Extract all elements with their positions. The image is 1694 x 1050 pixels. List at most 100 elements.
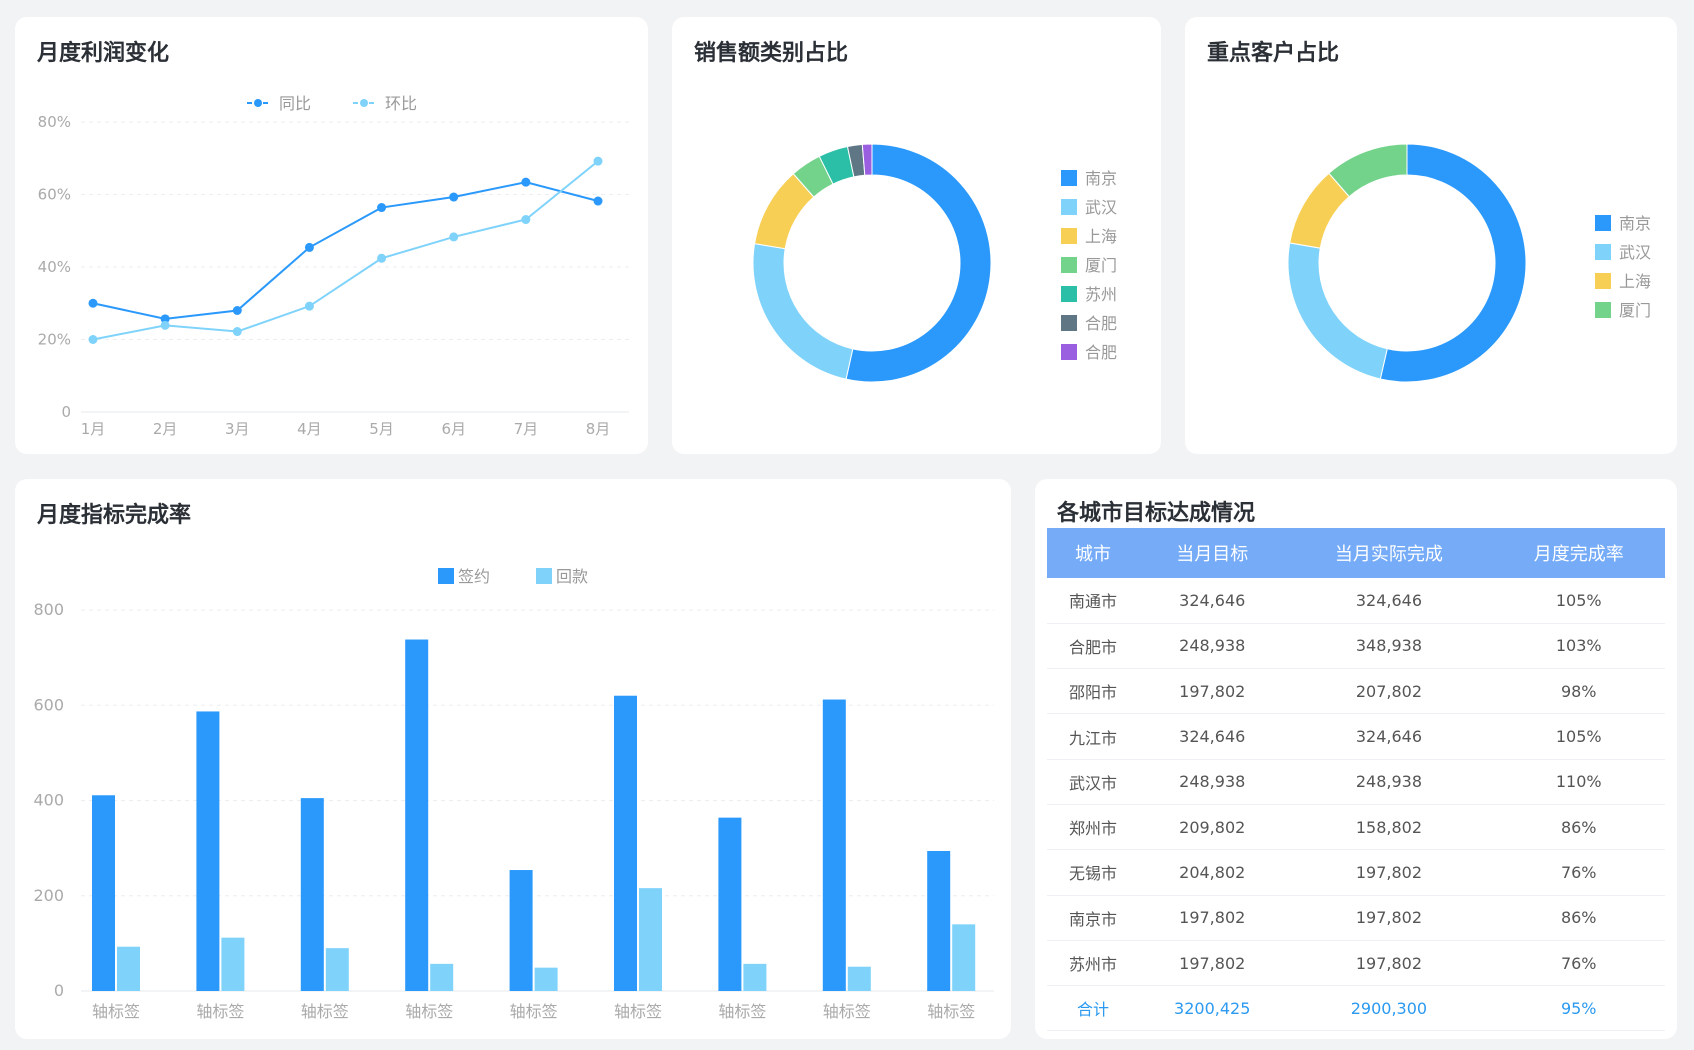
cell-actual: 158,802 [1285,804,1493,851]
cell-actual: 324,646 [1285,713,1493,760]
bar-签约 [509,870,533,991]
data-point [160,314,170,324]
cell-target: 197,802 [1139,668,1286,715]
legend-label: 上海 [1085,227,1117,246]
customer-donut-card: 重点客户占比 南京 武汉 上海 厦门 [1185,17,1677,454]
legend-label: 苏州 [1085,285,1117,304]
y-tick-label: 400 [33,791,64,810]
bar-回款 [221,937,245,991]
cell-rate: 86% [1492,895,1665,941]
x-tick-label: 轴标签 [405,1002,453,1021]
data-point [521,177,531,187]
bar-回款 [847,966,871,991]
bar-签约 [405,639,429,991]
y-tick-label: 40% [38,258,71,276]
bar-chart-card: 月度指标完成率 0 200 400 600 800 轴标签 轴标签 轴标签 轴标签 轴标签 轴标签 轴… [15,479,1011,1039]
data-point [449,232,459,242]
header-rate[interactable]: 月度完成率 [1492,528,1665,578]
table-row[interactable]: 南京市 197,802 197,802 86% [1047,895,1665,941]
data-point [232,306,242,315]
legend-label: 回款 [556,567,588,586]
data-point [88,335,98,344]
data-point [304,301,314,311]
legend-marker [254,99,262,107]
cell-city: 苏州市 [1047,940,1140,987]
x-tick-label: 轴标签 [196,1002,244,1021]
cell-rate: 105% [1492,713,1665,760]
table-row[interactable]: 合肥市 248,938 348,938 103% [1047,623,1665,670]
legend-swatch [1595,215,1611,231]
table-row[interactable]: 九江市 324,646 324,646 105% [1047,713,1665,760]
table-row[interactable]: 苏州市 197,802 197,802 76% [1047,940,1665,987]
cell-actual: 248,938 [1285,759,1493,805]
total-cell: 3200,425 [1139,985,1286,1032]
cell-target: 324,646 [1139,713,1286,760]
line-chart: 0 20% 40% 60% 80% 1月 2月 3月 4月 5月 6月 7月 8月 同比 环比 [38,94,629,438]
legend-label: 签约 [458,567,490,586]
x-tick-label: 轴标签 [92,1002,140,1021]
data-point [449,192,459,202]
cell-city: 九江市 [1047,713,1140,760]
bar-回款 [325,948,349,991]
data-point [593,196,603,206]
legend-swatch [1061,286,1077,302]
legend-swatch [1061,199,1077,215]
cell-rate: 105% [1492,578,1665,624]
cell-target: 209,802 [1139,804,1286,851]
x-tick-label: 1月 [81,420,106,438]
bar-签约 [614,695,637,991]
cell-target: 197,802 [1139,940,1286,987]
x-tick-label: 轴标签 [927,1002,975,1021]
cell-city: 无锡市 [1047,849,1140,896]
legend-label: 南京 [1085,169,1117,188]
table-row[interactable]: 郑州市 209,802 158,802 86% [1047,804,1665,851]
table-header-row: 城市 当月目标 当月实际完成 月度完成率 [1047,528,1665,578]
cell-rate: 103% [1492,623,1665,670]
bar-回款 [639,888,662,991]
data-point [377,253,387,263]
legend-label: 南京 [1619,214,1651,233]
card-title: 月度指标完成率 [37,503,192,528]
bar-回款 [743,963,767,991]
donut-slice-南京 [1379,143,1527,383]
bar-签约 [196,711,220,991]
y-tick-label: 20% [38,331,71,349]
bar-chart: 0 200 400 600 800 轴标签 轴标签 轴标签 轴标签 轴标签 轴标签 轴标签 轴标签 轴标签… [33,567,994,1021]
bar-回款 [534,967,558,991]
legend-label: 武汉 [1619,243,1651,262]
legend-label: 厦门 [1085,256,1117,275]
donut-slice-武汉 [752,243,854,380]
y-tick-label: 0 [61,403,71,421]
city-target-table: 城市 当月目标 当月实际完成 月度完成率 南通市 324,646 324,646 10… [1047,528,1665,1032]
bar-回款 [952,924,976,991]
header-city[interactable]: 城市 [1047,528,1140,578]
header-target[interactable]: 当月目标 [1139,528,1286,578]
legend-label: 厦门 [1619,301,1651,320]
data-point [232,327,242,337]
cell-actual: 197,802 [1285,895,1493,941]
line-chart-card: 月度利润变化 0 20% 40% 60% 80% 1月 2月 3月 4月 5月 6月 7月 8月 同比 环比 [15,17,648,454]
bar-回款 [430,963,454,991]
legend-swatch [1061,315,1077,331]
cell-actual: 348,938 [1285,623,1493,670]
x-tick-label: 轴标签 [614,1002,662,1021]
table-row[interactable]: 无锡市 204,802 197,802 76% [1047,849,1665,896]
legend-swatch [1595,273,1611,289]
cell-target: 204,802 [1139,849,1286,896]
donut-slice-武汉 [1287,242,1388,380]
header-actual[interactable]: 当月实际完成 [1285,528,1493,578]
table-row[interactable]: 南通市 324,646 324,646 105% [1047,578,1665,624]
legend-swatch [1595,302,1611,318]
cell-target: 248,938 [1139,623,1286,670]
table-row[interactable]: 武汉市 248,938 248,938 110% [1047,759,1665,805]
x-tick-label: 4月 [297,420,322,438]
x-tick-label: 轴标签 [301,1002,349,1021]
legend-swatch [1061,228,1077,244]
table-row[interactable]: 邵阳市 197,802 207,802 98% [1047,668,1665,715]
x-tick-label: 8月 [586,420,611,438]
card-title: 月度利润变化 [37,41,170,66]
bar-签约 [927,850,951,991]
cell-city: 邵阳市 [1047,668,1140,715]
bar-回款 [117,946,140,991]
